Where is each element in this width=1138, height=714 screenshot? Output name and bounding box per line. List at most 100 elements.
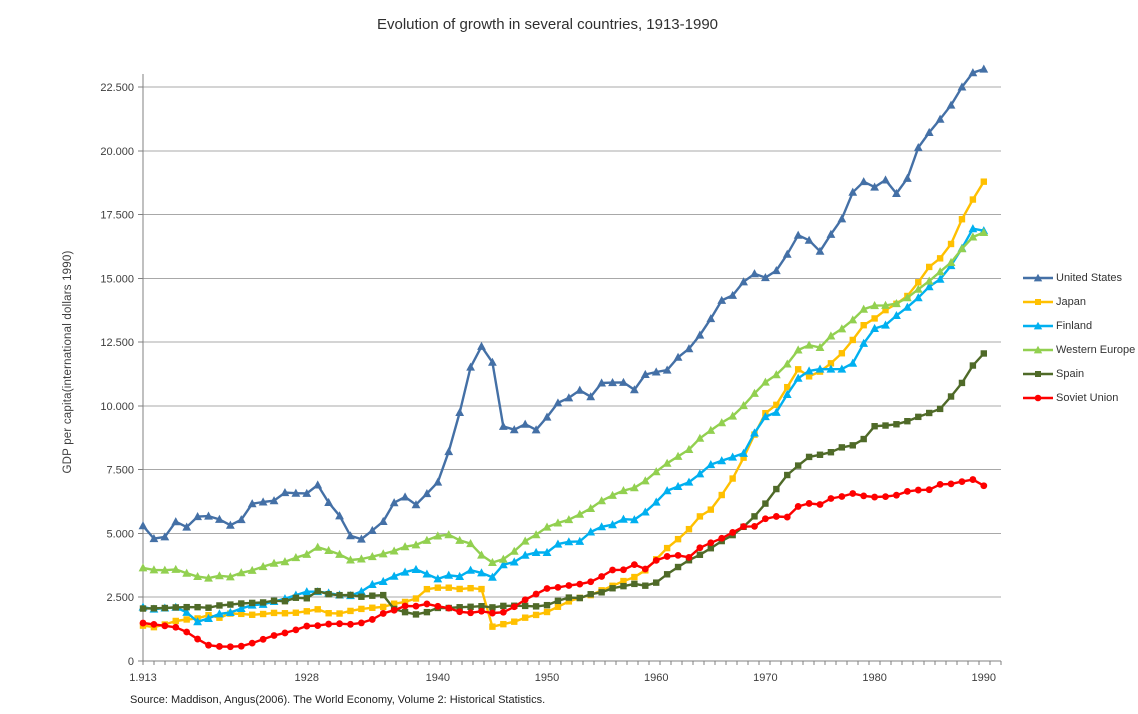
data-point-western-europe — [160, 565, 170, 574]
data-point-japan — [336, 610, 343, 617]
data-point-spain — [467, 603, 474, 610]
data-point-finland — [750, 428, 759, 437]
data-point-spain — [478, 603, 485, 610]
y-axis-tick-label: 22.500 — [100, 82, 134, 94]
data-point-western-europe — [761, 377, 770, 386]
data-point-western-europe — [640, 476, 650, 485]
data-point-soviet-union — [980, 482, 988, 490]
data-point-soviet-union — [871, 493, 879, 501]
data-point-spain — [860, 435, 867, 443]
data-point-soviet-union — [281, 629, 289, 637]
data-point-western-europe — [837, 324, 847, 333]
data-point-spain — [380, 591, 387, 599]
data-point-soviet-union — [751, 523, 758, 530]
data-point-spain — [784, 471, 791, 479]
data-point-western-europe — [193, 571, 202, 581]
data-point-soviet-union — [499, 608, 507, 616]
data-point-soviet-union — [357, 619, 365, 627]
data-point-soviet-union — [139, 619, 147, 627]
data-point-finland — [935, 274, 945, 283]
data-point-soviet-union — [576, 580, 584, 588]
chart-title: Evolution of growth in several countries… — [376, 16, 719, 33]
y-axis-tick-label: 17.500 — [100, 210, 134, 222]
data-point-western-europe — [488, 557, 497, 567]
data-point-finland — [422, 569, 432, 578]
data-point-united-states — [498, 421, 508, 430]
data-point-united-states — [171, 517, 181, 526]
data-point-japan — [980, 178, 987, 185]
source-note: Source: Maddison, Angus(2006). The World… — [130, 694, 546, 706]
data-point-finland — [968, 224, 978, 233]
legend-marker-japan — [1023, 299, 1053, 305]
data-point-finland — [892, 310, 901, 320]
data-point-japan — [696, 513, 704, 520]
legend-item-soviet-union: Soviet Union — [1023, 386, 1135, 410]
data-point-finland — [695, 469, 705, 478]
data-point-western-europe — [586, 503, 596, 512]
data-point-western-europe — [171, 564, 181, 573]
data-point-united-states — [542, 412, 552, 421]
data-point-finland — [739, 448, 748, 457]
data-point-japan — [489, 623, 496, 630]
data-point-western-europe — [280, 557, 290, 566]
data-point-united-states — [477, 341, 486, 350]
data-point-spain — [369, 592, 376, 599]
data-point-spain — [456, 604, 463, 611]
legend-label: Soviet Union — [1056, 392, 1119, 404]
data-point-soviet-union — [641, 565, 649, 573]
data-point-western-europe — [335, 549, 344, 558]
data-point-spain — [773, 485, 780, 493]
data-point-soviet-union — [445, 604, 453, 612]
data-point-spain — [303, 595, 310, 602]
data-point-japan — [347, 607, 354, 615]
data-point-western-europe — [782, 359, 792, 368]
data-point-soviet-union — [805, 500, 813, 507]
x-axis-tick-label: 1970 — [753, 672, 777, 684]
data-point-spain — [805, 453, 813, 461]
data-point-western-europe — [531, 530, 541, 539]
data-point-spain — [565, 594, 573, 601]
data-point-united-states — [924, 127, 934, 136]
data-point-western-europe — [881, 300, 890, 309]
data-point-finland — [236, 603, 246, 613]
data-point-japan — [270, 609, 278, 617]
data-point-soviet-union — [336, 620, 343, 628]
data-point-finland — [378, 576, 388, 585]
data-point-western-europe — [225, 572, 235, 581]
data-point-spain — [336, 591, 343, 599]
data-point-soviet-union — [510, 603, 518, 611]
data-point-western-europe — [859, 304, 869, 313]
data-point-soviet-union — [925, 486, 933, 494]
data-point-finland — [761, 412, 770, 421]
data-point-finland — [553, 539, 563, 548]
data-point-soviet-union — [325, 620, 333, 628]
legend-item-spain: Spain — [1023, 362, 1135, 386]
data-point-united-states — [455, 407, 465, 416]
legend-label: Finland — [1056, 320, 1093, 332]
series-line-united-states — [141, 67, 985, 541]
data-point-united-states — [946, 100, 956, 109]
data-point-japan — [511, 618, 518, 625]
data-point-spain — [653, 579, 660, 586]
data-point-japan — [423, 585, 431, 593]
data-point-japan — [707, 506, 715, 513]
data-point-spain — [631, 580, 638, 588]
data-point-soviet-union — [554, 583, 562, 591]
data-point-soviet-union — [914, 486, 922, 494]
data-point-western-europe — [695, 433, 705, 442]
data-point-spain — [358, 593, 365, 600]
data-point-soviet-union — [969, 476, 977, 483]
data-point-soviet-union — [882, 493, 889, 501]
data-point-western-europe — [575, 509, 585, 518]
data-point-japan — [500, 620, 507, 628]
data-point-united-states — [553, 398, 563, 407]
data-point-finland — [575, 536, 585, 545]
data-point-soviet-union — [663, 553, 671, 560]
data-point-japan — [620, 577, 627, 585]
data-point-united-states — [717, 295, 727, 304]
data-point-western-europe — [739, 401, 748, 410]
data-point-finland — [859, 338, 869, 347]
data-point-soviet-union — [248, 639, 256, 647]
data-point-soviet-union — [696, 544, 704, 552]
data-point-japan — [369, 604, 376, 611]
